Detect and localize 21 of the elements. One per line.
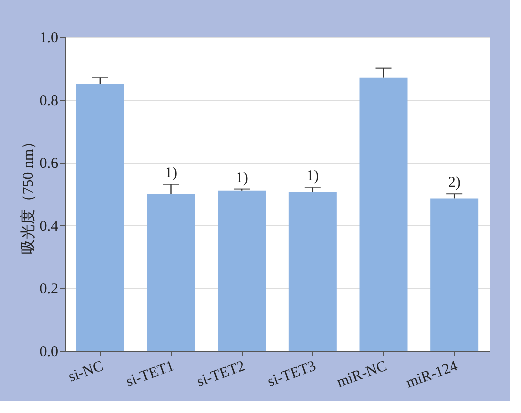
- y-tick-label: 0.0: [40, 344, 58, 360]
- annotation: 1): [306, 168, 320, 185]
- bar: [360, 78, 408, 351]
- bar: [76, 84, 124, 351]
- y-tick-label: 0.6: [40, 156, 59, 172]
- bar: [218, 190, 266, 351]
- x-tick-label: si-TET3: [266, 358, 318, 391]
- annotation: 1): [165, 166, 178, 182]
- x-tick-label: si-NC: [66, 358, 106, 386]
- bar: [288, 192, 337, 351]
- y-tick-label: 0.2: [40, 282, 58, 298]
- annotation: 1): [236, 170, 248, 186]
- bar: [430, 198, 479, 351]
- x-tick-label: si-TET1: [124, 358, 177, 391]
- bar: [147, 194, 196, 351]
- annotation: 2): [448, 175, 461, 191]
- x-tick-label: si-TET2: [195, 358, 248, 391]
- y-tick-label: 0.4: [40, 218, 59, 235]
- y-axis-title: 吸光度（750 nm）: [20, 134, 37, 255]
- y-tick-label: 0.8: [40, 93, 58, 110]
- y-tick-label: 1.0: [40, 30, 58, 46]
